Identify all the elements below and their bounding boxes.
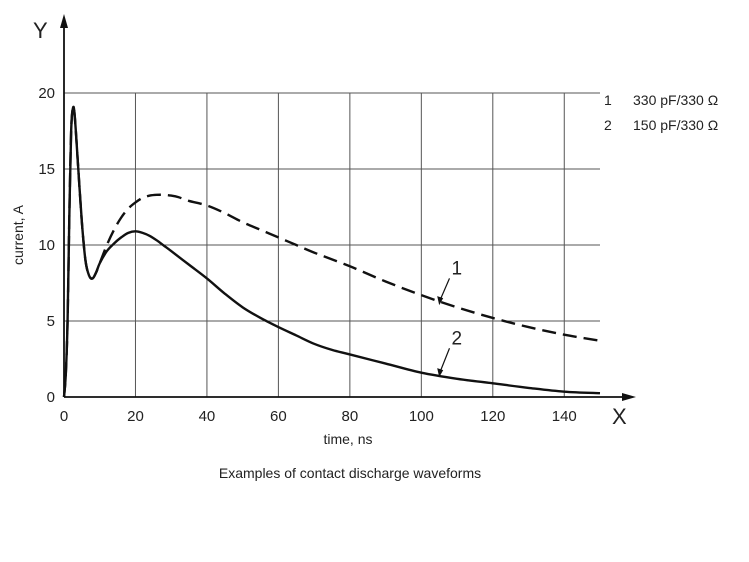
legend-entry-2-id: 2 [604,117,612,133]
chart-caption: Examples of contact discharge waveforms [219,465,481,481]
y-tick-label: 20 [38,85,55,102]
x-axis-letter: X [612,404,627,429]
x-axis-arrow [622,393,636,401]
series-line-2 [62,105,601,398]
annotation-arrowhead-1 [437,296,444,306]
legend-entry-1-id: 1 [604,92,612,108]
x-tick-label: 0 [60,408,68,425]
series-layer [62,105,601,398]
legend-entry-2-label: 150 pF/330 Ω [633,117,718,133]
annotation-layer: 12 [437,258,462,378]
series-line-1 [62,105,601,398]
x-tick-label: 100 [409,408,434,425]
tick-layer: 0 20 40 60 80 100 120 140 0 5 10 15 20 [38,85,576,425]
y-axis-label: current, A [10,204,26,265]
x-tick-label: 80 [342,408,359,425]
y-tick-label: 0 [47,389,55,406]
x-tick-label: 120 [480,408,505,425]
axes [60,14,636,401]
y-axis-letter: Y [33,18,48,43]
curve-label-1: 1 [451,258,462,279]
x-tick-label: 140 [552,408,577,425]
x-tick-label: 60 [270,408,287,425]
y-axis-arrow [60,14,68,28]
x-tick-label: 20 [127,408,144,425]
y-tick-label: 15 [38,161,55,178]
x-axis-label: time, ns [323,431,372,447]
legend: 1 330 pF/330 Ω 2 150 pF/330 Ω [604,92,718,133]
legend-entry-1-label: 330 pF/330 Ω [633,92,718,108]
annotation-arrowhead-2 [437,368,444,378]
y-tick-label: 10 [38,237,55,254]
y-tick-label: 5 [47,313,55,330]
x-tick-label: 40 [199,408,216,425]
curve-label-2: 2 [451,328,462,349]
grid [64,92,600,397]
